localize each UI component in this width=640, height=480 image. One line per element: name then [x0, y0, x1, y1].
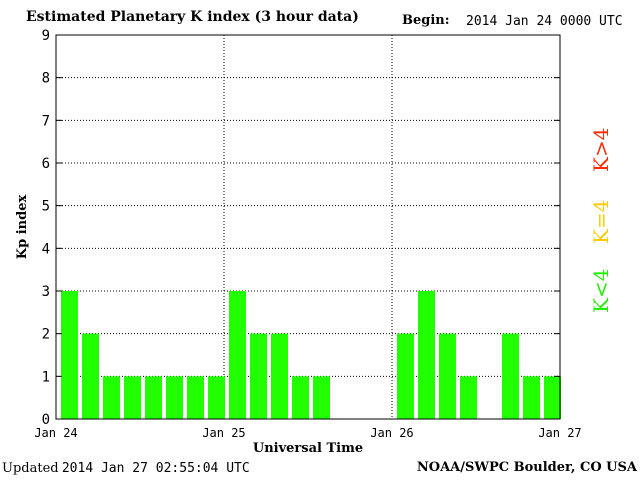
y-axis-label: Kp index: [15, 195, 30, 260]
kp-bar: [145, 376, 162, 419]
bars-layer: [61, 291, 561, 419]
x-tick-label: Jan 27: [538, 426, 581, 440]
kp-bar: [187, 376, 204, 419]
kp-bar: [124, 376, 141, 419]
kp-bar: [250, 333, 267, 419]
legend-low: K<4: [589, 268, 613, 313]
updated-value: 2014 Jan 27 02:55:04 UTC: [61, 461, 250, 476]
y-tick-label: 6: [42, 156, 50, 172]
begin-label: Begin:: [402, 13, 450, 28]
y-tick-label: 3: [42, 284, 50, 300]
credit-line: NOAA/SWPC Boulder, CO USA: [416, 460, 637, 475]
updated-label: Updated: [2, 461, 59, 476]
grid-layer: [56, 35, 560, 419]
kp-bar: [103, 376, 120, 419]
y-tick-label: 2: [42, 327, 50, 343]
x-tick-label: Jan 25: [202, 426, 245, 440]
begin-value: 2014 Jan 24 0000 UTC: [466, 14, 623, 29]
chart-title: Estimated Planetary K index (3 hour data…: [26, 9, 359, 25]
x-tick-label: Jan 26: [370, 426, 413, 440]
kp-bar: [502, 333, 519, 419]
x-axis-label: Universal Time: [253, 441, 363, 456]
kp-bar: [523, 376, 540, 419]
kp-bar: [292, 376, 309, 419]
kp-bar: [397, 333, 414, 419]
legend-high: K>4: [589, 127, 613, 172]
y-tick-label: 5: [42, 199, 50, 215]
kp-bar: [208, 376, 225, 419]
kp-bar: [439, 333, 456, 419]
x-tick-label: Jan 24: [34, 426, 77, 440]
ticks-layer: 0 1 2 3 4 5 6 7 8 9 Jan 24 Jan 25 Jan 26 Jan 27: [34, 28, 581, 440]
kp-bar: [82, 333, 99, 419]
y-tick-label: 7: [42, 113, 50, 129]
plot-frame: [55, 34, 561, 420]
kp-bar: [313, 376, 330, 419]
y-tick-label: 9: [42, 28, 50, 44]
kp-bar: [544, 376, 561, 419]
updated-line: Updated 2014 Jan 27 02:55:04 UTC: [2, 460, 250, 476]
kp-bar: [271, 333, 288, 419]
kp-bar: [418, 291, 435, 419]
y-tick-label: 0: [42, 412, 50, 428]
y-tick-label: 4: [42, 241, 50, 257]
kp-bar: [229, 291, 246, 419]
kp-bar: [460, 376, 477, 419]
kp-bar: [61, 291, 78, 419]
kp-bar: [166, 376, 183, 419]
legend-equal: K=4: [589, 199, 613, 244]
y-tick-label: 8: [42, 71, 50, 87]
y-tick-label: 1: [42, 369, 50, 385]
